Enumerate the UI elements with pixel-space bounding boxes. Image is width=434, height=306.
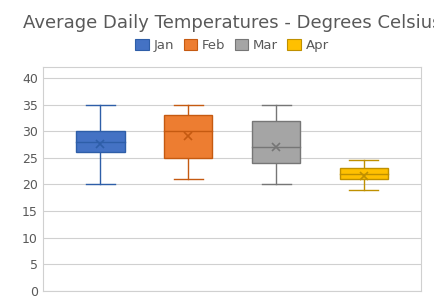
Bar: [340, 168, 388, 179]
Legend: Jan, Feb, Mar, Apr: Jan, Feb, Mar, Apr: [130, 34, 334, 57]
Title: Average Daily Temperatures - Degrees Celsius: Average Daily Temperatures - Degrees Cel…: [23, 14, 434, 32]
Bar: [252, 121, 300, 163]
Bar: [164, 115, 212, 158]
Bar: [76, 131, 125, 152]
